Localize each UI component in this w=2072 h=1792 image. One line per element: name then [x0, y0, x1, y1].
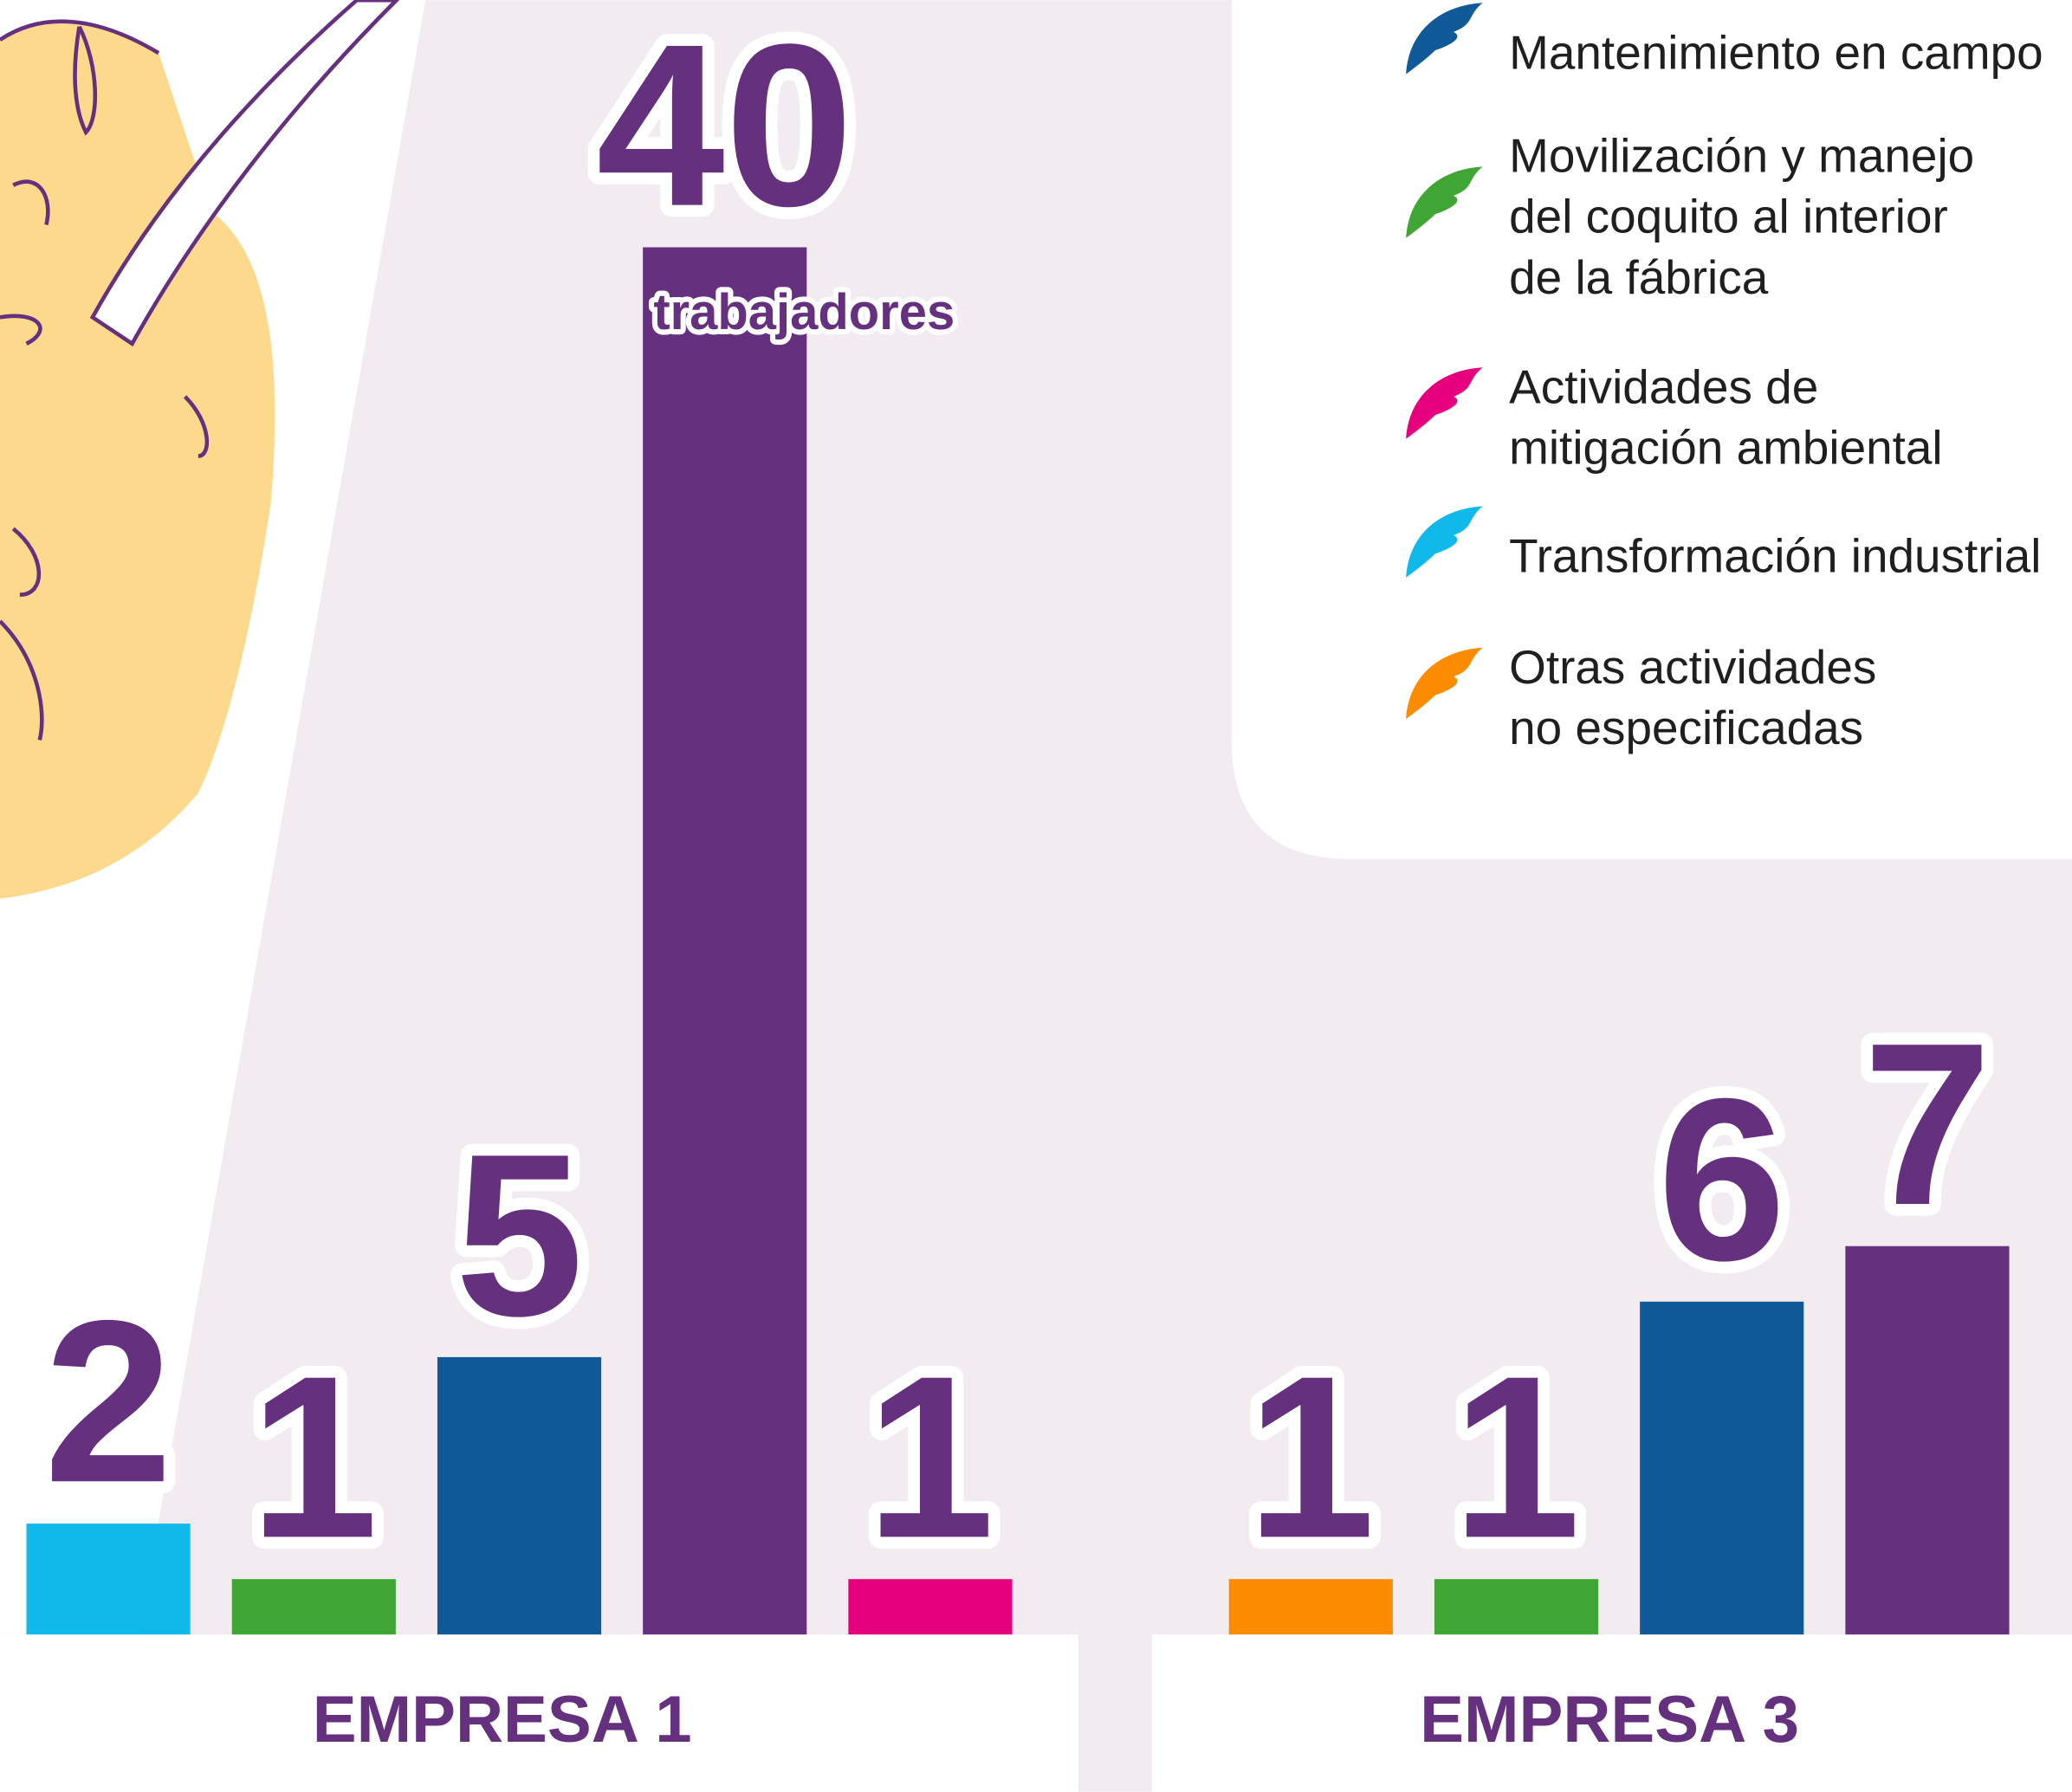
annotation: trabajadores	[653, 285, 955, 340]
legend-label: Transformación industrial	[1509, 529, 2041, 583]
legend-icon	[1406, 166, 1483, 238]
legend-label: Actividades de	[1509, 359, 1818, 413]
bar	[643, 247, 807, 1635]
value-label: 40	[596, 0, 853, 255]
value-label: 1	[249, 1327, 378, 1586]
bar	[437, 1356, 602, 1635]
value-label: 6	[1657, 1050, 1785, 1309]
group-label: EMPRESA 1	[313, 1683, 692, 1756]
value-label: 1	[1452, 1327, 1580, 1586]
legend-label: de la fábrica	[1509, 250, 1769, 304]
legend-label: no especificadas	[1509, 701, 1863, 754]
bar	[1845, 1245, 2010, 1635]
bar	[26, 1524, 191, 1635]
bar	[231, 1579, 396, 1635]
legend-box	[1231, 0, 2072, 859]
legend-label: Otras actividades	[1509, 640, 1876, 694]
value-label: 1	[1246, 1327, 1375, 1586]
legend-label: Movilización y manejo	[1509, 129, 1974, 183]
plot	[26, 247, 2010, 1635]
bar	[1434, 1579, 1599, 1635]
legend-icon	[1406, 367, 1483, 439]
group-label-box	[0, 1634, 1078, 1792]
legend-label: Mantenimiento en campo	[1509, 26, 2043, 80]
value-label: 5	[455, 1105, 583, 1364]
face-outline	[0, 19, 210, 741]
legend-icon	[1406, 647, 1483, 720]
legend-label: mitigación ambiental	[1509, 421, 1943, 475]
legend-label: del coquito al interior	[1509, 190, 1948, 243]
bar	[1640, 1301, 1804, 1635]
bar	[848, 1579, 1013, 1635]
face-illustration	[0, 21, 275, 899]
group-label-box	[1152, 1634, 2072, 1792]
tool-illustration	[89, 0, 400, 347]
value-label: 2	[44, 1271, 172, 1530]
value-label: 7	[1863, 994, 1991, 1253]
bar	[1228, 1579, 1393, 1635]
legend-icon	[1406, 506, 1483, 578]
legend-icon	[1406, 3, 1483, 74]
group-label: EMPRESA 3	[1420, 1683, 1799, 1756]
value-label: 1	[866, 1327, 994, 1586]
